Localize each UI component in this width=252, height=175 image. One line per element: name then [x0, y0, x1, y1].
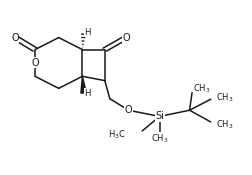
Polygon shape [81, 76, 86, 93]
Text: O: O [11, 33, 19, 43]
Text: CH$_3$: CH$_3$ [151, 132, 168, 145]
Text: O: O [125, 105, 132, 115]
Text: H: H [84, 28, 91, 37]
Text: H$_3$C: H$_3$C [108, 128, 126, 141]
Text: O: O [122, 33, 130, 43]
Text: Si: Si [155, 111, 164, 121]
Text: O: O [31, 58, 39, 68]
Text: CH$_3$: CH$_3$ [193, 83, 211, 96]
Text: H: H [84, 89, 91, 97]
Text: CH$_3$: CH$_3$ [216, 92, 233, 104]
Text: CH$_3$: CH$_3$ [216, 118, 233, 131]
